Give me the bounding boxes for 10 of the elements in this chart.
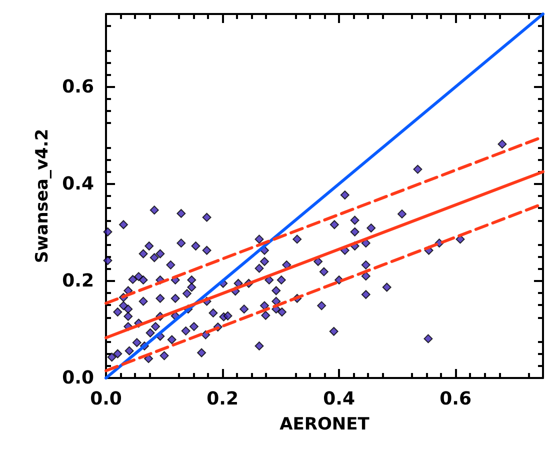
x-tick-label: 0.4 [323,388,356,410]
y-tick-label: 0.6 [62,76,94,98]
x-tick-label: 0.6 [440,388,472,410]
x-tick-label: 0.2 [206,388,238,410]
y-tick-label: 0.2 [62,270,94,292]
y-axis-title: Swansea_v4.2 [32,128,53,264]
x-axis-title: AERONET [280,414,370,434]
y-tick-label: 0.0 [62,368,94,388]
y-tick-label: 0.4 [62,173,94,194]
x-tick-label: 0.0 [90,388,122,410]
